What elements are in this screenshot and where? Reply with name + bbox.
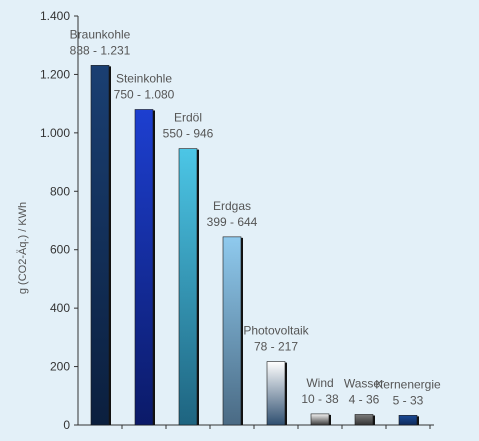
category-label: Wind (306, 376, 333, 390)
y-tick-label: 400 (50, 301, 70, 315)
y-tick-label: 1.200 (40, 67, 70, 81)
y-tick-label: 800 (50, 184, 70, 198)
category-label: Braunkohle (70, 27, 131, 41)
category-label: Photovoltaik (243, 324, 309, 338)
range-label: 550 - 946 (163, 127, 214, 141)
y-tick-label: 1.400 (40, 9, 70, 23)
category-label: Erdöl (174, 111, 202, 125)
bar-3 (222, 236, 242, 426)
category-label: Erdgas (213, 199, 251, 213)
range-label: 5 - 33 (393, 393, 424, 407)
range-label: 399 - 644 (207, 215, 258, 229)
range-label: 10 - 38 (301, 392, 339, 406)
category-label: Kernenergie (375, 377, 441, 391)
bar-1 (134, 109, 154, 426)
category-label: Steinkohle (116, 71, 172, 85)
bar-5 (310, 413, 330, 426)
range-label: 750 - 1.080 (114, 87, 175, 101)
y-tick-label: 1.000 (40, 126, 70, 140)
bar-2 (178, 148, 198, 426)
bar-7 (398, 415, 418, 426)
bar-6 (354, 414, 374, 426)
range-label: 78 - 217 (254, 340, 298, 354)
range-label: 838 - 1.231 (70, 43, 131, 57)
bar-4 (266, 361, 286, 426)
y-tick-label: 200 (50, 360, 70, 374)
y-tick-label: 600 (50, 243, 70, 257)
range-label: 4 - 36 (349, 392, 380, 406)
bar-0 (90, 65, 110, 426)
y-tick-label: 0 (63, 418, 70, 432)
y-axis-label: g (CO2-Äq.) / KWh (17, 202, 29, 294)
category-label: Wasser (344, 376, 384, 390)
